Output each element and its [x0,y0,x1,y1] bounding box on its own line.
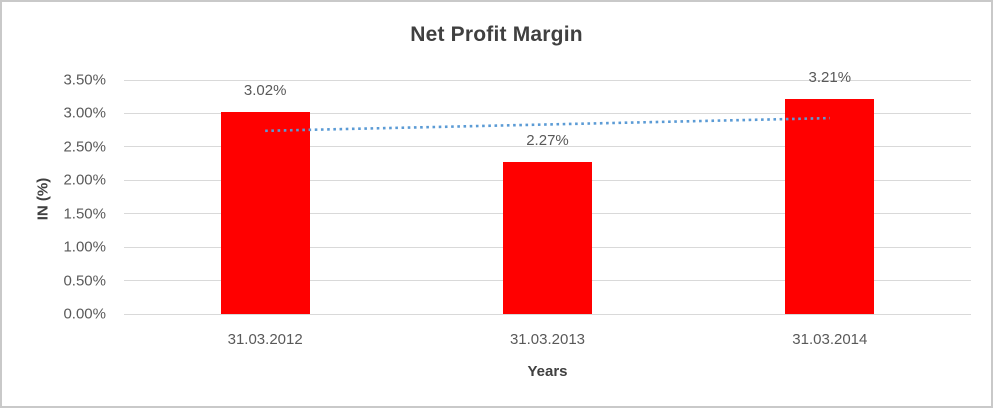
y-axis-tick-label: 0.50% [63,272,106,290]
y-axis-tick-label: 3.00% [63,104,106,122]
y-axis-tick-label: 0.00% [63,305,106,323]
bar-value-label: 3.21% [808,69,852,87]
x-axis-tick-label: 31.03.2013 [509,331,586,348]
bar-value-label: 2.27% [526,132,569,150]
gridline [124,79,971,81]
y-axis-tick-label: 2.00% [63,171,106,189]
y-axis-tick-label: 3.50% [63,71,106,89]
x-axis-tick-label: 31.03.2014 [792,331,868,348]
x-axis-title: Years [527,363,568,380]
x-axis-tick-label: 31.03.2012 [227,331,303,348]
bar-31.03.2012 [220,112,310,314]
bar-31.03.2013 [503,162,592,314]
y-axis-tick-label: 1.50% [63,205,106,223]
gridline [124,313,971,315]
gridline [124,112,971,114]
bar-value-label: 3.02% [243,82,287,100]
chart-title: Net Profit Margin [410,23,583,46]
y-axis-tick-label: 2.50% [63,138,106,156]
bar-31.03.2014 [785,99,875,314]
gridline [124,146,971,148]
y-axis-tick-label: 1.00% [63,238,106,256]
